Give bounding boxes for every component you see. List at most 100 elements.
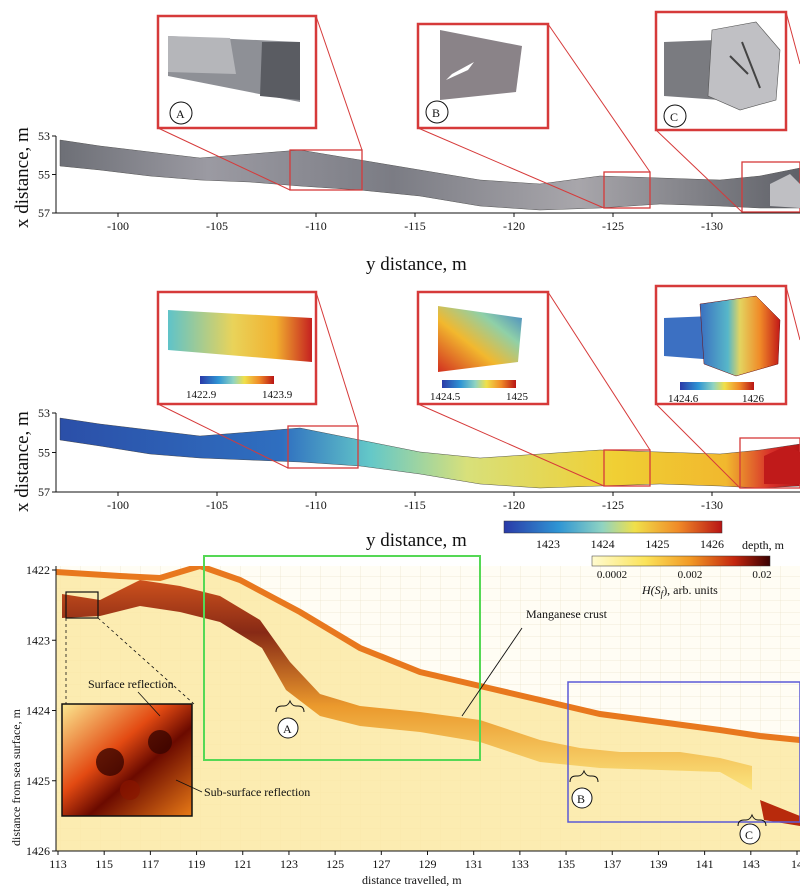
top-inset-c-label: C: [670, 110, 678, 124]
top-inset-b-label: B: [432, 106, 440, 120]
top-zoom-box-a: [289, 149, 363, 191]
middle-y-tick-label: 53: [38, 406, 50, 420]
sonar-zoom-box: [65, 591, 99, 619]
bottom-x-tick-label: 127: [372, 857, 390, 871]
top-inset-b: B: [416, 22, 550, 130]
middle-x-tick-label: -110: [305, 498, 327, 512]
sonar-crust-band: [62, 580, 752, 790]
top-x-tick-label: -105: [206, 219, 228, 233]
bottom-x-tick-label: 129: [419, 857, 437, 871]
bottom-x-tick-label: 135: [557, 857, 575, 871]
middle-x-tick-label: -115: [404, 498, 426, 512]
depth-colorbar-label: depth, m: [742, 538, 785, 552]
middle-zoom-box-3: [739, 437, 800, 489]
top-x-axis-label: y distance, m: [366, 254, 467, 275]
bottom-x-tick-label: 121: [234, 857, 252, 871]
middle-x-tick-label: -105: [206, 498, 228, 512]
middle-inset-2-max: 1425: [506, 391, 529, 403]
depth-colorbar: 1423 1424 1425 1426 depth, m: [503, 520, 785, 552]
middle-x-tick-label: -130: [701, 498, 723, 512]
bottom-panel: Surface reflection Sub-surface reflectio…: [9, 555, 800, 887]
bottom-x-tick-label: 14: [791, 857, 800, 871]
top-y-tick-label: 57: [38, 206, 50, 220]
h-colorbar-tick-label: 0.02: [752, 569, 771, 581]
top-x-tick-label: -115: [404, 219, 426, 233]
h-colorbar-tick-label: 0.002: [678, 569, 703, 581]
top-x-tick-label: -100: [107, 219, 129, 233]
green-highlight-box: [203, 555, 481, 761]
top-x-tick-label: -125: [602, 219, 624, 233]
middle-x-tick-label: -120: [503, 498, 525, 512]
middle-inset-1-min: 1422.9: [186, 389, 217, 401]
bottom-y-tick-label: 1423: [26, 633, 50, 647]
bottom-x-tick-label: 143: [742, 857, 760, 871]
middle-depth-strip: [59, 417, 800, 489]
top-x-tick-label: -120: [503, 219, 525, 233]
bottom-x-tick-label: 119: [188, 857, 206, 871]
top-y-tick-label: 53: [38, 129, 50, 143]
top-panel: 53 55 57 -100 -105 -110 -115 -120 -125 -130 x di…: [12, 10, 800, 275]
bottom-x-tick-label: 115: [95, 857, 113, 871]
sonar-speckle-body: [56, 566, 800, 851]
middle-y-axis-label: x distance, m: [12, 411, 33, 512]
marker-a: A: [275, 699, 305, 739]
manganese-crust-label: Manganese crust: [526, 607, 608, 621]
bottom-x-tick-label: 139: [649, 857, 667, 871]
middle-panel: 53 55 57 -100 -105 -110 -115 -120 -125 -130 x di…: [12, 284, 800, 552]
h-colorbar: 0.0002 0.002 0.02 H(Sf), arb. units: [591, 555, 772, 599]
depth-colorbar-tick-label: 1423: [536, 537, 560, 551]
bottom-y-tick-label: 1424: [26, 704, 50, 718]
surface-reflection-label: Surface reflection: [88, 677, 174, 691]
bottom-x-tick-label: 113: [49, 857, 67, 871]
middle-zoom-box-1: [287, 425, 359, 469]
middle-inset-1: 1422.9 1423.9: [156, 290, 318, 406]
top-y-axis-label: x distance, m: [12, 127, 33, 228]
bottom-y-tick-label: 1426: [26, 844, 50, 858]
marker-b-label: B: [577, 792, 585, 806]
top-y-tick-label: 55: [38, 168, 50, 182]
sonar-inset: [61, 703, 193, 817]
bottom-y-tick-label: 1425: [26, 774, 50, 788]
bottom-x-tick-label: 141: [696, 857, 714, 871]
middle-x-axis-label: y distance, m: [366, 530, 467, 551]
top-inset-a: A: [156, 14, 318, 130]
middle-inset-3-max: 1426: [742, 393, 765, 405]
bottom-x-tick-label: 137: [603, 857, 621, 871]
top-inset-a-label: A: [176, 107, 185, 121]
middle-x-tick-label: -125: [602, 498, 624, 512]
middle-y-tick-label: 57: [38, 485, 50, 499]
top-zoom-box-c: [741, 161, 800, 213]
subsurface-reflection-label: Sub-surface reflection: [204, 785, 310, 799]
marker-b: B: [569, 769, 599, 809]
sonar-surface-line: [56, 566, 800, 743]
marker-c-label: C: [745, 828, 753, 842]
bottom-x-tick-label: 131: [465, 857, 483, 871]
bottom-x-tick-label: 123: [280, 857, 298, 871]
blue-highlight-box: [567, 681, 800, 823]
marker-a-label: A: [283, 722, 292, 736]
middle-inset-3-min: 1424.6: [668, 393, 699, 405]
middle-inset-2: 1424.5 1425: [416, 290, 550, 406]
bottom-x-tick-label: 125: [326, 857, 344, 871]
bottom-y-tick-label: 1422: [26, 563, 50, 577]
top-inset-c: C: [654, 10, 788, 132]
middle-x-tick-label: -100: [107, 498, 129, 512]
middle-zoom-box-2: [603, 449, 651, 487]
top-photomosaic-strip: [59, 139, 800, 211]
depth-colorbar-tick-label: 1425: [645, 537, 669, 551]
middle-inset-3: 1424.6 1426: [654, 284, 788, 406]
middle-inset-1-max: 1423.9: [262, 389, 293, 401]
marker-c: C: [737, 813, 767, 845]
top-x-tick-label: -110: [305, 219, 327, 233]
bottom-x-axis-label: distance travelled, m: [362, 873, 462, 887]
depth-colorbar-tick-label: 1426: [700, 537, 724, 551]
top-zoom-box-b: [603, 171, 651, 209]
bottom-x-tick-label: 117: [142, 857, 160, 871]
bottom-y-axis-label: distance from sea surface, m: [9, 708, 23, 846]
top-x-tick-label: -130: [701, 219, 723, 233]
middle-y-tick-label: 55: [38, 446, 50, 460]
bottom-x-tick-label: 133: [511, 857, 529, 871]
h-colorbar-label: H(Sf), arb. units: [641, 583, 718, 599]
depth-colorbar-tick-label: 1424: [591, 537, 615, 551]
